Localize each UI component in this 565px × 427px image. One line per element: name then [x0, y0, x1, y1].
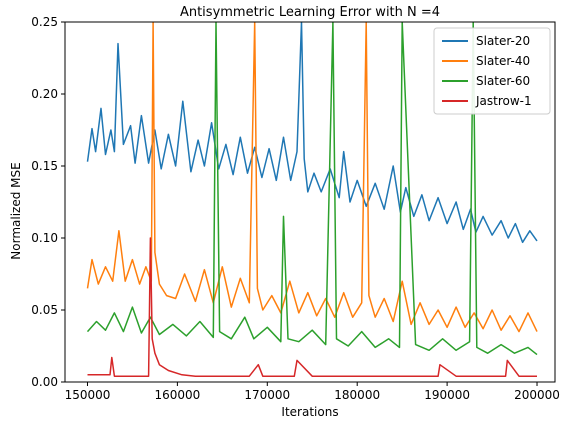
x-tick-label: 150000: [65, 388, 111, 402]
legend-label: Slater-40: [476, 54, 530, 68]
legend-box: [433, 27, 551, 115]
y-tick-label: 0.15: [31, 159, 58, 173]
y-tick-label: 0.20: [31, 87, 58, 101]
legend: Slater-20 Slater-40 Slater-60 Jastrow-1: [433, 27, 551, 115]
chart-title: Antisymmetric Learning Error with N =4: [180, 5, 440, 20]
x-tick-label: 170000: [244, 388, 290, 402]
x-tick-label: 190000: [424, 388, 470, 402]
series-line-slater-60: [86, 22, 538, 356]
legend-label: Slater-20: [476, 34, 530, 48]
y-axis-title: Normalized MSE: [9, 162, 23, 259]
legend-label: Slater-60: [476, 74, 530, 88]
plot-frame: [64, 21, 556, 383]
x-axis-title: Iterations: [281, 405, 338, 419]
series-line-slater-20: [86, 22, 538, 244]
y-tick-label: 0.05: [31, 303, 58, 317]
y-tick-label: 0.25: [31, 15, 58, 29]
x-tick-label: 180000: [334, 388, 380, 402]
legend-label: Jastrow-1: [475, 94, 532, 108]
x-tick-label: 200000: [514, 388, 560, 402]
series-line-jastrow-1: [87, 237, 537, 377]
tick-layer: 150000 160000 170000 180000 190000 200000 0.00…: [31, 15, 560, 402]
y-tick-label: 0.10: [31, 231, 58, 245]
x-tick-label: 160000: [154, 388, 200, 402]
y-tick-label: 0.00: [31, 375, 58, 389]
series-layer: [86, 22, 538, 377]
